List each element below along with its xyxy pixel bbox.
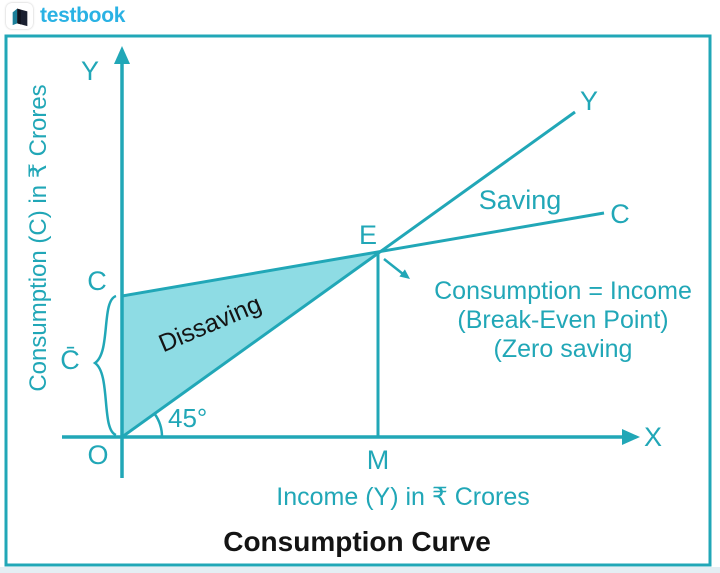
annotation-pointer-line [383, 258, 404, 275]
autonomous-consumption-label: C̄ [60, 345, 80, 375]
autonomous-consumption-brace [92, 294, 117, 437]
bottom-edge-strip [0, 567, 720, 573]
y-axis-arrowhead-icon [114, 46, 130, 64]
testbook-logo: testbook [6, 3, 125, 29]
book-icon [12, 8, 27, 27]
angle-arc [153, 412, 164, 438]
figure-title: Consumption Curve [223, 526, 491, 557]
y-axis-end-label: Y [81, 56, 99, 86]
testbook-logo-badge [6, 3, 33, 29]
x-axis-end-label: X [644, 422, 662, 452]
income-point-label: M [367, 445, 390, 475]
origin-label: O [87, 440, 108, 470]
consumption-line-label: C [610, 199, 630, 229]
annotation-line-2: (Break-Even Point) [457, 306, 668, 334]
y-axis-title: Consumption (C) in ₹ Crores [25, 84, 52, 391]
saving-label: Saving [479, 185, 562, 215]
income-line [121, 110, 576, 439]
consumption-line [121, 211, 605, 298]
annotation-line-3: (Zero saving [494, 335, 633, 363]
income-line-label: Y [580, 86, 598, 116]
angle-label: 45° [168, 403, 207, 433]
x-axis-arrowhead-icon [622, 429, 640, 445]
x-axis-title: Income (Y) in ₹ Crores [276, 483, 529, 511]
consumption-intercept-label: C [87, 266, 107, 296]
annotation-line-1: Consumption = Income [434, 277, 692, 305]
annotation-pointer-arrowhead-icon [399, 269, 410, 279]
figure-frame [4, 34, 712, 567]
testbook-wordmark: testbook [40, 4, 126, 27]
break-even-point-label: E [359, 220, 377, 250]
